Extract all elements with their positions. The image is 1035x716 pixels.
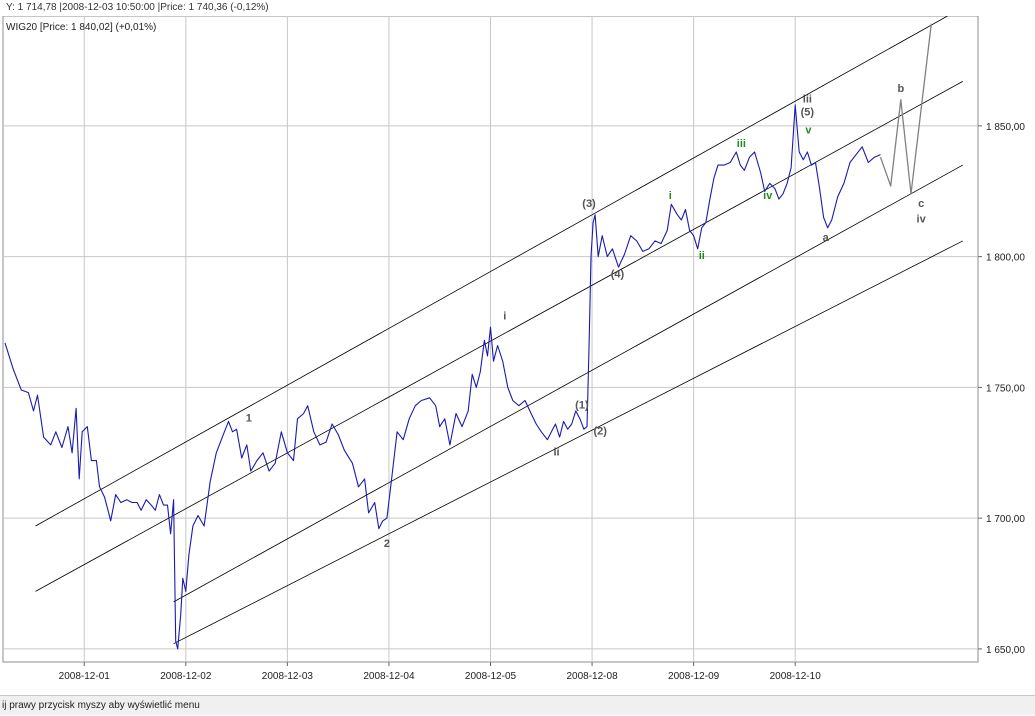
status-bar: ij prawy przycisk myszy aby wyświetlić m…: [0, 695, 1035, 715]
wave-label: (4): [611, 269, 625, 281]
x-tick-label: 2008-12-01: [59, 671, 111, 682]
channel-lines: [35, 16, 963, 645]
x-tick-label: 2008-12-09: [668, 671, 720, 682]
y-tick-label: 1 700,00: [986, 514, 1025, 525]
wave-label: (1): [575, 399, 589, 411]
channel-line: [35, 81, 963, 592]
projection-line: [879, 23, 932, 195]
channel-line: [173, 164, 963, 603]
x-tick-label: 2008-12-03: [262, 671, 314, 682]
x-tick-label: 2008-12-04: [363, 671, 415, 682]
series-label: WIG20 [Price: 1 840,02] (+0,01%): [6, 22, 156, 33]
wave-label: iii: [803, 93, 812, 105]
wave-label: iii: [737, 138, 746, 150]
wave-label: a: [823, 232, 830, 244]
wave-label: i: [503, 310, 506, 322]
x-tick-label: 2008-12-10: [770, 671, 822, 682]
channel-line: [173, 240, 963, 645]
y-tick-label: 1 750,00: [986, 383, 1025, 394]
wave-label: ii: [553, 446, 559, 458]
x-axis: 2008-12-01 2008-12-02 2008-12-03 2008-12-04…: [59, 662, 822, 682]
wave-label: ii: [699, 250, 705, 262]
wave-label: 2: [384, 538, 390, 550]
wave-label: i: [669, 190, 672, 202]
wave-label: b: [897, 83, 904, 95]
cursor-info-bar: Y: 1 714,78 |2008-12-03 10:50:00 |Price:…: [0, 0, 1035, 16]
grid: [3, 16, 978, 662]
wave-label: v: [805, 125, 812, 137]
wave-label: iv: [917, 214, 927, 226]
x-tick-label: 2008-12-05: [465, 671, 517, 682]
channel-line: [35, 16, 948, 527]
wave-label: 1: [246, 412, 252, 424]
x-tick-label: 2008-12-02: [160, 671, 212, 682]
y-tick-label: 1 650,00: [986, 645, 1025, 656]
cursor-info-text: Y: 1 714,78 |2008-12-03 10:50:00 |Price:…: [6, 2, 269, 13]
wave-label: c: [918, 198, 924, 210]
x-tick-label: 2008-12-08: [566, 671, 618, 682]
wave-label: (2): [593, 425, 607, 437]
status-text: ij prawy przycisk myszy aby wyświetlić m…: [2, 700, 200, 711]
wave-label: iv: [763, 190, 773, 202]
y-tick-label: 1 800,00: [986, 253, 1025, 264]
price-series: [4, 23, 932, 650]
price-line: [4, 104, 881, 650]
wave-label: (3): [582, 198, 596, 210]
wave-label: (5): [801, 106, 815, 118]
y-axis: 1 650,00 1 700,00 1 750,00 1 800,00 1 850,00: [978, 122, 1025, 656]
y-tick-label: 1 850,00: [986, 122, 1025, 133]
